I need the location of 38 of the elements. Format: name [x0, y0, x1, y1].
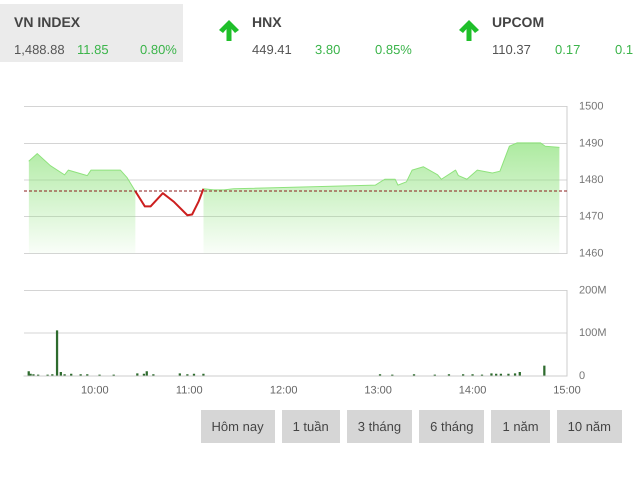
y-tick-label: 0 [579, 370, 586, 382]
bar [543, 366, 546, 376]
text: 6 tháng [419, 410, 484, 443]
text: Hôm nay [200, 410, 275, 443]
x-tick-label: 12:00 [270, 384, 298, 396]
text: 3.80 [315, 42, 340, 57]
x-tick-label: 11:00 [176, 384, 203, 396]
text: 11.85 [77, 42, 109, 57]
bar [28, 371, 30, 376]
text: 0.17 [555, 42, 580, 57]
x-tick-label: 14:00 [458, 384, 486, 396]
bar [136, 373, 138, 376]
bar [146, 371, 148, 376]
text: 3 tháng [346, 410, 412, 443]
x-tick-label: 15:00 [553, 384, 581, 396]
text: 1 năm [491, 410, 550, 443]
text: 449.41 [252, 42, 292, 57]
y-tick-label: 1490 [579, 137, 604, 150]
y-tick-label: 200M [579, 284, 607, 297]
text: 110.37 [492, 42, 531, 57]
text: VN INDEX [14, 14, 80, 30]
y-tick-label: 1460 [579, 247, 604, 260]
text: 1,488.88 [14, 42, 65, 57]
y-tick-label: 1500 [579, 100, 604, 113]
text: UPCOM [492, 14, 544, 30]
bar [178, 373, 181, 376]
text: 1 tuần [282, 410, 340, 443]
x-tick-label: 13:00 [364, 384, 392, 396]
text: 0.1 [615, 42, 634, 57]
text: 10 năm [556, 410, 622, 443]
text: HNX [252, 14, 282, 30]
text: 0.80% [140, 42, 177, 57]
y-tick-label: 100M [579, 327, 607, 340]
bar [518, 372, 521, 376]
text: 0.85% [375, 42, 412, 57]
x-tick-label: 10:00 [81, 384, 109, 396]
y-tick-label: 1470 [579, 210, 604, 223]
y-tick-label: 1480 [579, 174, 604, 186]
